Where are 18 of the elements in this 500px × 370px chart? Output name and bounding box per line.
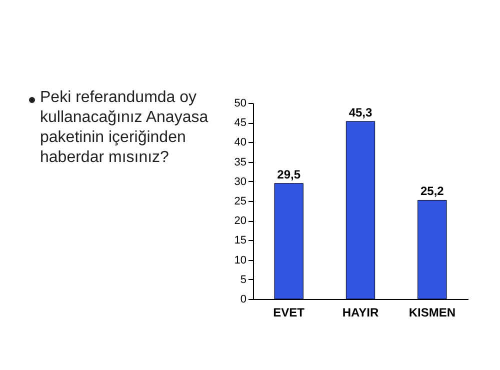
y-tick-label: 0 [240, 294, 246, 306]
y-tick-label: 10 [234, 254, 246, 266]
y-tick-label: 30 [234, 176, 246, 188]
y-tick-label: 40 [234, 136, 246, 149]
y-tick-label: 25 [234, 196, 246, 208]
y-tick-label: 15 [234, 234, 246, 247]
data-label: 29,5 [277, 167, 301, 182]
y-tick-label: 5 [240, 274, 246, 286]
x-tick-label: KISMEN [408, 306, 456, 320]
data-label: 25,2 [420, 184, 444, 198]
y-tick-label: 45 [234, 117, 246, 130]
text: Peki referandumda oy kullanacağınız Anayasa paketinin içeriğinden haberdar mısınız? [40, 89, 208, 166]
x-tick-label: HAYIR [342, 306, 379, 320]
x-tick-label: EVET [273, 306, 306, 320]
y-tick-label: 50 [234, 98, 246, 110]
y-tick-label: 20 [234, 215, 246, 228]
y-tick-label: 35 [234, 156, 246, 168]
data-label: 45,3 [348, 105, 372, 120]
